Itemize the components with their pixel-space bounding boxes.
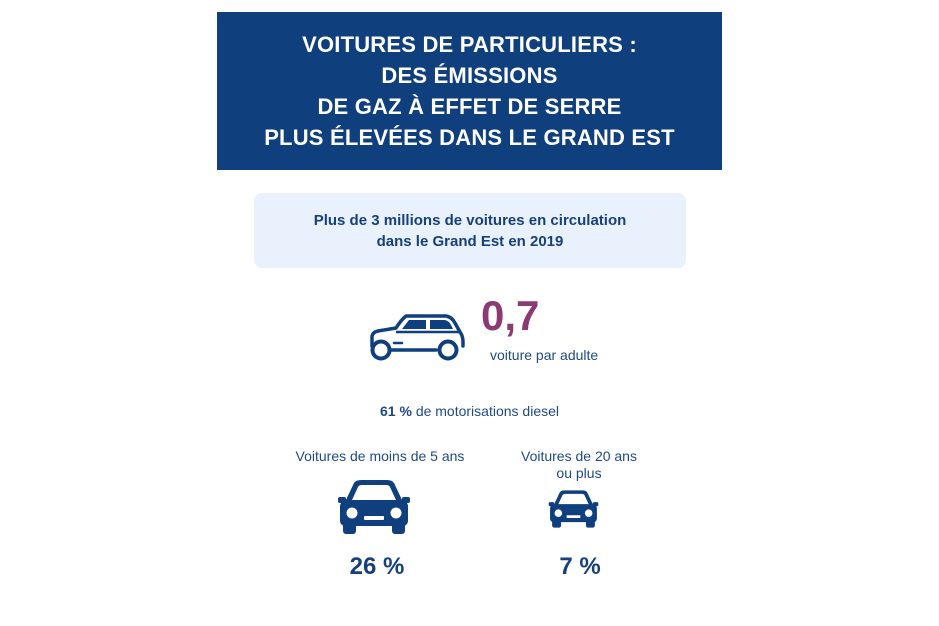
stat-label-line: Voitures de 20 ans bbox=[521, 448, 637, 464]
diesel-text: de motorisations diesel bbox=[415, 403, 559, 419]
diesel-line: 61 % de motorisations diesel bbox=[0, 402, 939, 420]
title-banner: VOITURES DE PARTICULIERS : DES ÉMISSIONS… bbox=[217, 12, 722, 170]
car-front-icon bbox=[338, 480, 410, 534]
car-front-icon bbox=[548, 490, 599, 528]
cars-per-adult-caption: voiture par adulte bbox=[490, 347, 599, 363]
stat-label-old-cars: Voitures de 20 ans ou plus bbox=[494, 448, 664, 482]
info-line: Plus de 3 millions de voitures en circul… bbox=[313, 211, 627, 229]
car-side-icon bbox=[370, 314, 465, 361]
stat-value-old-cars: 7 % bbox=[559, 553, 601, 580]
title-line: DES ÉMISSIONS bbox=[381, 63, 558, 88]
title-line: PLUS ÉLEVÉES DANS LE GRAND EST bbox=[264, 125, 675, 150]
stat-label-line: ou plus bbox=[556, 465, 602, 481]
info-line: dans le Grand Est en 2019 bbox=[376, 232, 564, 250]
stat-label-line: Voitures de moins de 5 ans bbox=[295, 448, 465, 464]
title-line: DE GAZ À EFFET DE SERRE bbox=[317, 94, 622, 119]
diesel-percent: 61 % bbox=[380, 403, 412, 419]
cars-per-adult-value: 0,7 bbox=[481, 292, 540, 339]
info-box: Plus de 3 millions de voitures en circul… bbox=[254, 193, 686, 268]
title-line: VOITURES DE PARTICULIERS : bbox=[302, 32, 637, 57]
stat-label-recent-cars: Voitures de moins de 5 ans bbox=[280, 448, 480, 465]
stat-value-recent-cars: 26 % bbox=[349, 553, 405, 580]
